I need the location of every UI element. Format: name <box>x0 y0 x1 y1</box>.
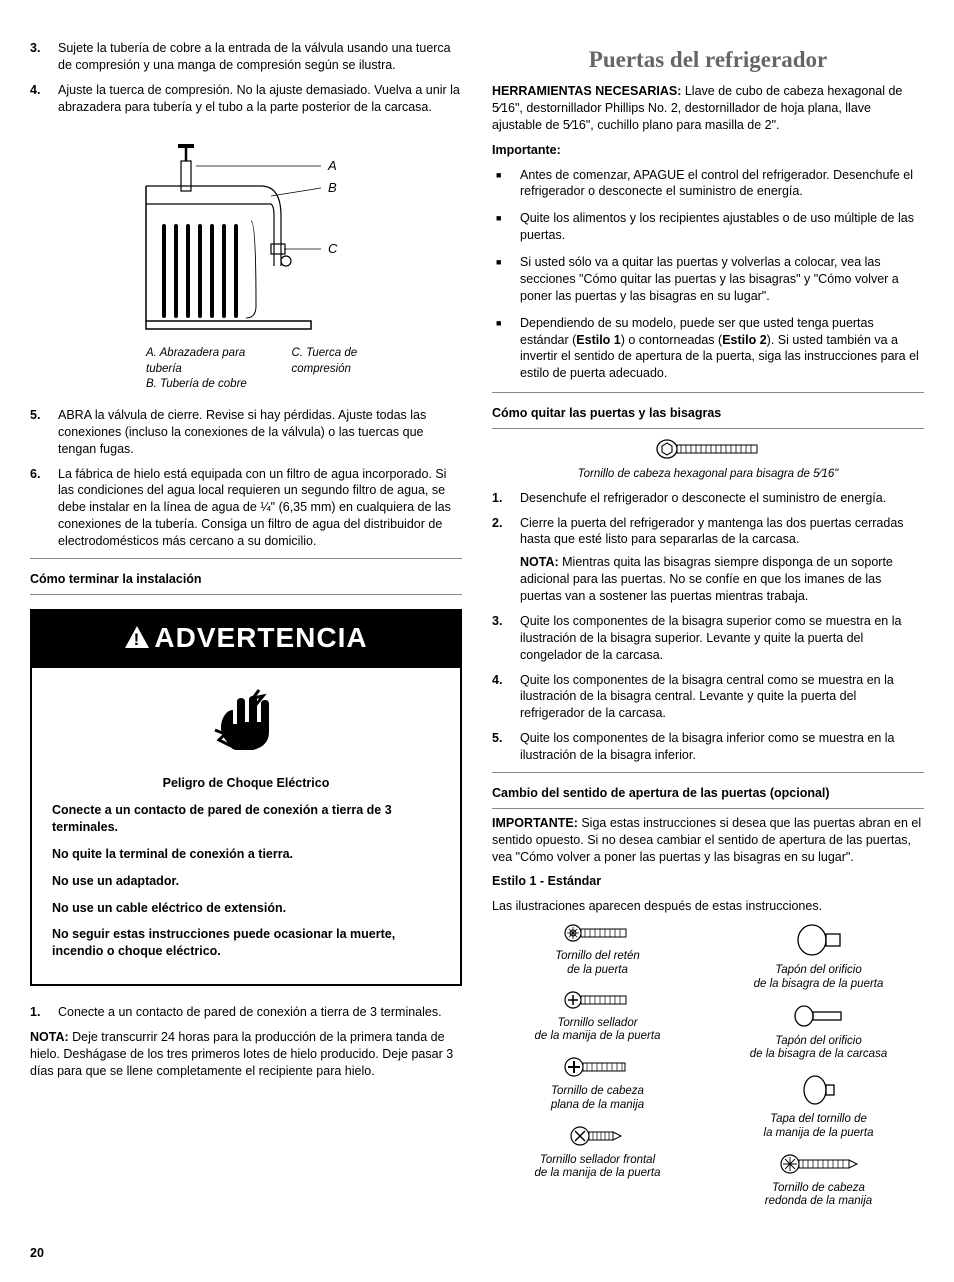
importante-label: Importante: <box>492 142 924 159</box>
q-step-2: 2.Cierre la puerta del refrigerador y ma… <box>520 515 924 605</box>
q-step-4: 4.Quite los componentes de la bisagra ce… <box>520 672 924 723</box>
imp-para: IMPORTANTE: Siga estas instrucciones si … <box>492 815 924 866</box>
imp-b3: Si usted sólo va a quitar las puertas y … <box>520 254 924 305</box>
q-step-3: 3.Quite los componentes de la bisagra su… <box>520 613 924 664</box>
caption-c: C. Tuerca de compresión <box>291 346 406 393</box>
hex-caption: Tornillo de cabeza hexagonal para bisagr… <box>492 468 924 482</box>
label-a: A <box>327 158 337 173</box>
tools-label: HERRAMIENTAS NECESARIAS: <box>492 84 681 98</box>
shock-hand-icon <box>52 684 440 761</box>
hw-c2-i3: Tapa del tornillo dela manija de la puer… <box>713 1074 924 1140</box>
estilo-1-desc: Las ilustraciones aparecen después de es… <box>492 898 924 915</box>
warning-box: ! ADVERTENCIA Peligro de Choque Eléctric… <box>30 609 462 986</box>
step-5-text: ABRA la válvula de cierre. Revise si hay… <box>58 408 426 456</box>
nota-label: NOTA: <box>30 1030 69 1044</box>
warning-header: ! ADVERTENCIA <box>32 611 460 669</box>
step-4-text: Ajuste la tuerca de compresión. No la aj… <box>58 83 460 114</box>
warning-word: ADVERTENCIA <box>154 622 367 653</box>
q-step-1: 1.Desenchufe el refrigerador o desconect… <box>520 490 924 507</box>
diagram-caption: A. Abrazadera para tubería B. Tubería de… <box>86 346 406 393</box>
warn-heading: Peligro de Choque Eléctrico <box>52 775 440 792</box>
caption-b: B. Tubería de cobre <box>146 377 269 393</box>
importante-list: Antes de comenzar, APAGUE el control del… <box>492 167 924 383</box>
step-6-text: La fábrica de hielo está equipada con un… <box>58 467 451 549</box>
section-title: Puertas del refrigerador <box>492 44 924 75</box>
nota-text: Deje transcurrir 24 horas para la produc… <box>30 1030 453 1078</box>
step-3: 3.Sujete la tubería de cobre a la entrad… <box>58 40 462 74</box>
imp-b1: Antes de comenzar, APAGUE el control del… <box>520 167 924 201</box>
quitar-steps: 1.Desenchufe el refrigerador o desconect… <box>492 490 924 764</box>
tubing-diagram: A B C <box>30 126 462 341</box>
imp-b2: Quite los alimentos y los recipientes aj… <box>520 210 924 244</box>
hw-c1-i1: Tornillo del reténde la puerta <box>492 923 703 977</box>
svg-text:!: ! <box>134 630 141 649</box>
imp-b4: Dependiendo de su modelo, puede ser que … <box>520 315 924 383</box>
caption-a: A. Abrazadera para tubería <box>146 346 269 377</box>
left-column: 3.Sujete la tubería de cobre a la entrad… <box>30 40 462 1221</box>
sub-quitar: Cómo quitar las puertas y las bisagras <box>492 405 924 422</box>
hw-c1-i3: Tornillo de cabezaplana de la manija <box>492 1056 703 1112</box>
warn-line-5: No seguir estas instrucciones puede ocas… <box>52 926 440 960</box>
tools-para: HERRAMIENTAS NECESARIAS: Llave de cubo d… <box>492 83 924 134</box>
step-4: 4.Ajuste la tuerca de compresión. No la … <box>58 82 462 116</box>
page-number: 20 <box>30 1245 924 1262</box>
warn-line-4: No use un cable eléctrico de extensión. <box>52 900 440 917</box>
warning-triangle-icon: ! <box>124 621 150 659</box>
hw-c2-i4: Tornillo de cabezaredonda de la manija <box>713 1153 924 1209</box>
steps-5-6: 5.ABRA la válvula de cierre. Revise si h… <box>30 407 462 550</box>
estilo-1-heading: Estilo 1 - Estándar <box>492 873 924 890</box>
steps-3-4: 3.Sujete la tubería de cobre a la entrad… <box>30 40 462 116</box>
sub-cambio: Cambio del sentido de apertura de las pu… <box>492 785 924 802</box>
label-c: C <box>328 241 338 256</box>
sub-terminar: Cómo terminar la instalación <box>30 571 462 588</box>
hex-screw-diagram: Tornillo de cabeza hexagonal para bisagr… <box>492 437 924 482</box>
right-column: Puertas del refrigerador HERRAMIENTAS NE… <box>492 40 924 1221</box>
label-b: B <box>328 180 337 195</box>
q-step-5: 5.Quite los componentes de la bisagra in… <box>520 730 924 764</box>
warn-line-1: Conecte a un contacto de pared de conexi… <box>52 802 440 836</box>
post-warn-1: 1.Conecte a un contacto de pared de cone… <box>58 1004 462 1021</box>
hardware-grid: Tornillo del reténde la puerta Tornillo … <box>492 923 924 1221</box>
step-6: 6.La fábrica de hielo está equipada con … <box>58 466 462 550</box>
step-5: 5.ABRA la válvula de cierre. Revise si h… <box>58 407 462 458</box>
hw-c1-i2: Tornillo selladorde la manija de la puer… <box>492 990 703 1044</box>
hw-c1-i4: Tornillo sellador frontalde la manija de… <box>492 1125 703 1181</box>
warn-line-3: No use un adaptador. <box>52 873 440 890</box>
post-warn-1-text: Conecte a un contacto de pared de conexi… <box>58 1005 442 1019</box>
hw-c2-i1: Tapón del orificiode la bisagra de la pu… <box>713 923 924 991</box>
step-3-text: Sujete la tubería de cobre a la entrada … <box>58 41 451 72</box>
warn-line-2: No quite la terminal de conexión a tierr… <box>52 846 440 863</box>
post-warn-nota: NOTA: Deje transcurrir 24 horas para la … <box>30 1029 462 1080</box>
post-warn-list: 1.Conecte a un contacto de pared de cone… <box>30 1004 462 1021</box>
hw-c2-i2: Tapón del orificiode la bisagra de la ca… <box>713 1004 924 1062</box>
